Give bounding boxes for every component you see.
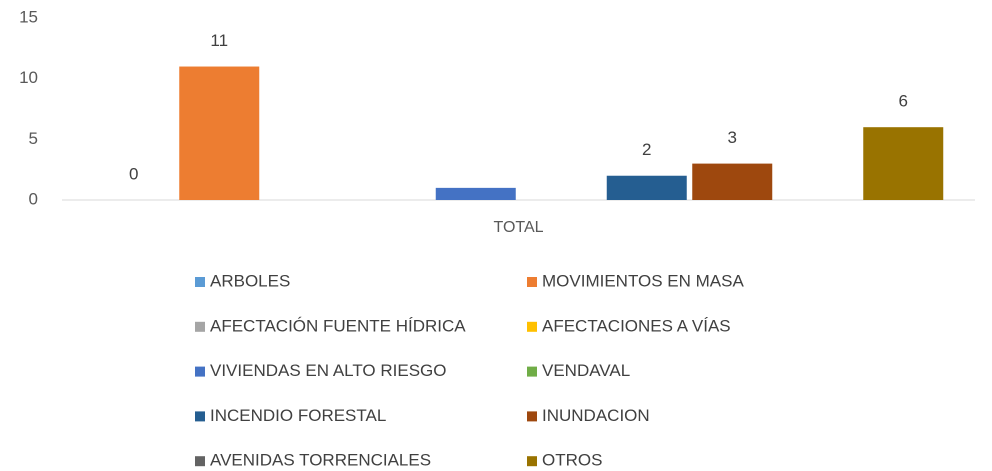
y-tick-label: 5 (29, 129, 38, 148)
y-tick-label: 10 (19, 68, 38, 87)
y-tick-label: 15 (19, 7, 38, 26)
legend-swatch (527, 456, 537, 467)
x-tick-label: TOTAL (493, 219, 543, 236)
bar (863, 127, 944, 200)
legend-label: AVENIDAS TORRENCIALES (210, 451, 431, 470)
bar (435, 187, 516, 200)
legend-label: AFECTACIÓN FUENTE HÍDRICA (210, 316, 466, 335)
legend-swatch (195, 277, 205, 287)
legend-swatch (527, 366, 537, 377)
legend-label: INCENDIO FORESTAL (210, 406, 386, 425)
legend-swatch (527, 277, 537, 287)
bar (692, 163, 773, 200)
legend-label: OTROS (542, 451, 602, 470)
data-label: 11 (210, 31, 228, 50)
data-label: 6 (899, 92, 908, 111)
legend-label: ARBOLES (210, 271, 290, 290)
legend-swatch (195, 456, 205, 467)
legend-label: MOVIMIENTOS EN MASA (542, 271, 744, 290)
legend-swatch (195, 411, 205, 422)
legend-swatch (527, 321, 537, 332)
legend-swatch (195, 366, 205, 377)
legend-swatch (527, 411, 537, 422)
legend-label: INUNDACION (542, 406, 650, 425)
bar (179, 66, 260, 201)
legend-swatch (195, 321, 205, 332)
legend-label: VIVIENDAS EN ALTO RIESGO (210, 361, 447, 380)
bar (606, 175, 687, 200)
y-tick-label: 0 (29, 189, 38, 208)
data-label: 0 (129, 164, 138, 183)
data-label: 3 (728, 128, 737, 147)
data-label: 2 (642, 140, 651, 159)
legend-label: AFECTACIONES A VÍAS (542, 316, 731, 335)
legend-label: VENDAVAL (542, 361, 630, 380)
